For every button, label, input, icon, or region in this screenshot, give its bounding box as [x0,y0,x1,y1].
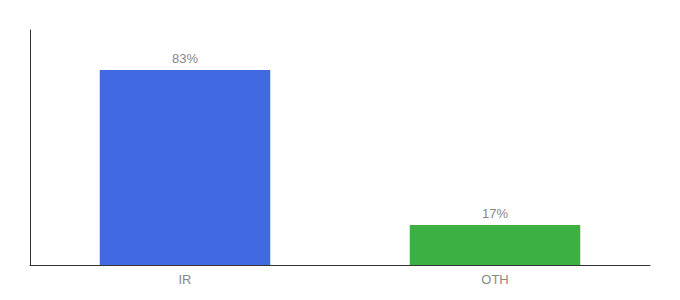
svg-text:17%: 17% [482,206,508,221]
svg-text:OTH: OTH [481,272,508,287]
svg-text:83%: 83% [172,51,198,66]
svg-text:IR: IR [179,272,192,287]
